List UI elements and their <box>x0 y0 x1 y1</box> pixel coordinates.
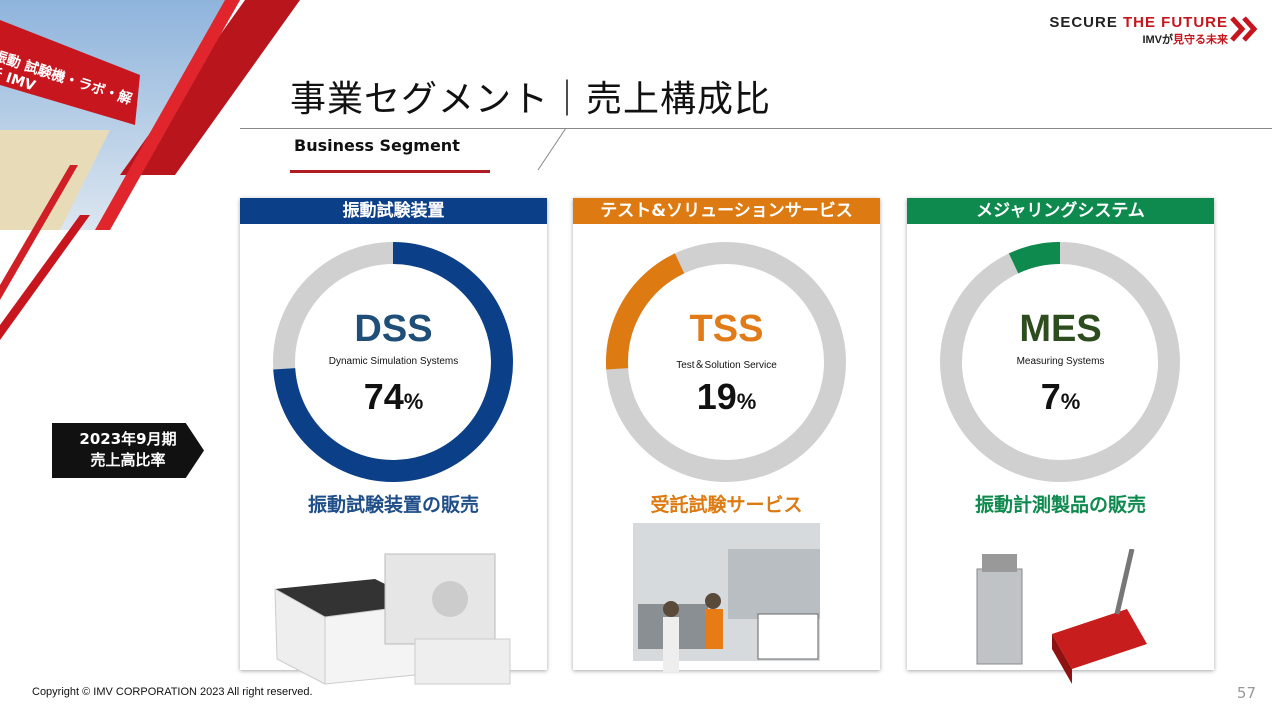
segment-description: 振動計測製品の販売 <box>974 494 1146 516</box>
tagline-the-future: THE FUTURE <box>1123 14 1228 31</box>
segment-abbr: TSS <box>689 308 764 350</box>
segment-percent: 74% <box>240 376 547 418</box>
period-line2: 売上高比率 <box>90 451 166 469</box>
vibration-tester-photo <box>265 523 515 685</box>
segment-name: Test＆Solution Service <box>676 360 777 371</box>
page-number: 57 <box>1236 684 1256 702</box>
segment-description: 振動試験装置の販売 <box>307 494 479 516</box>
segment-card-dss: 振動試験装置 DSS Dynamic Simulation Systems 74… <box>240 198 547 685</box>
segment-card-mes: メジャリングシステム MES Measuring Systems 7% 振動計測… <box>907 198 1214 684</box>
percent-value: 7 <box>1040 376 1061 417</box>
subtitle-underline <box>290 170 490 173</box>
segment-name: Dynamic Simulation Systems <box>328 356 459 367</box>
donut-slice-mes <box>1008 242 1061 274</box>
page-title: 事業セグメント｜売上構成比 <box>290 79 772 120</box>
percent-unit: % <box>403 389 424 414</box>
segment-card-tss: テスト&ソリューションサービス TSS Test＆Solution Servic… <box>573 198 880 672</box>
double-chevron-icon <box>1230 16 1258 42</box>
tagline-secure: SECURE <box>1049 14 1118 31</box>
secure-the-future-tagline: SECURE THE FUTURE IMVが見守る未来 <box>1049 14 1228 47</box>
segment-header: 振動試験装置 <box>240 198 547 224</box>
tagline-imv: IMVが <box>1142 34 1173 46</box>
testing-service-photo <box>633 523 820 672</box>
segment-description: 受託試験サービス <box>650 494 803 516</box>
header-banner-image <box>0 0 300 340</box>
segment-abbr: MES <box>1019 308 1102 350</box>
donut-chart <box>940 242 1180 482</box>
segment-name: Measuring Systems <box>1016 356 1105 367</box>
segment-abbr: DSS <box>354 308 433 350</box>
tagline-mimamoru: 見守る未来 <box>1173 34 1228 46</box>
period-label: 2023年9月期 売上高比率 <box>52 423 204 478</box>
percent-unit: % <box>736 389 757 414</box>
period-line1: 2023年9月期 <box>79 430 177 448</box>
segment-header: メジャリングシステム <box>907 198 1214 224</box>
donut-chart <box>606 242 846 482</box>
donut-slice-tss <box>606 253 685 370</box>
percent-unit: % <box>1060 389 1081 414</box>
segment-percent: 7% <box>907 376 1214 418</box>
segment-percent: 19% <box>573 376 880 418</box>
divider-slant <box>537 128 567 171</box>
donut-slice-dss <box>273 242 513 482</box>
segment-header: テスト&ソリューションサービス <box>573 198 880 224</box>
percent-value: 19 <box>696 376 737 417</box>
measuring-sensor-photo <box>967 523 1157 684</box>
donut-chart <box>273 242 513 482</box>
page-subtitle: Business Segment <box>294 136 460 155</box>
divider <box>240 128 1272 129</box>
copyright: Copyright © IMV CORPORATION 2023 All rig… <box>32 686 313 698</box>
percent-value: 74 <box>363 376 404 417</box>
donut-ring <box>940 242 1180 482</box>
